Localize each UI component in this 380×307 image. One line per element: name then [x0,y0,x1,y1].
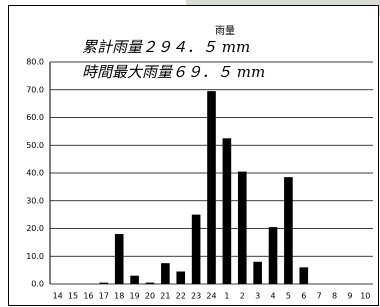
bar [115,234,124,284]
x-tick-label: 8 [332,292,337,301]
y-tick-label: 50.0 [26,141,44,150]
bar [176,272,185,284]
chart-title: 雨量 [215,25,235,37]
x-tick-label: 10 [360,292,370,301]
bar [146,283,155,284]
y-tick-label: 40.0 [26,169,44,178]
x-tick-label: 9 [347,292,352,301]
x-tick-label: 14 [53,292,63,301]
annotation: 時間最大雨量６９．５ mm [82,63,265,81]
bar [130,276,139,284]
y-tick-label: 80.0 [26,58,44,67]
x-tick-label: 23 [191,292,201,301]
bar [192,215,201,284]
bar [161,263,170,284]
page: {"chart_data": {"type": "bar", "title": … [0,0,380,307]
annotation: 累計雨量２９４．５ mm [82,38,250,56]
x-tick-label: 21 [160,292,170,301]
x-tick-label: 17 [99,292,109,301]
x-tick-label: 1 [224,292,229,301]
x-tick-label: 20 [145,292,155,301]
y-tick-label: 70.0 [26,85,44,94]
x-tick-label: 15 [68,292,78,301]
x-tick-label: 7 [317,292,322,301]
bar [269,227,278,284]
x-tick-label: 16 [83,292,93,301]
bar [284,177,293,284]
y-tick-label: 20.0 [26,224,44,233]
bar [238,172,247,284]
y-tick-label: 60.0 [26,113,44,122]
y-tick-label: 0.0 [31,280,44,289]
x-tick-label: 19 [130,292,140,301]
y-tick-label: 30.0 [26,196,44,205]
x-tick-label: 18 [114,292,124,301]
bar [223,138,232,284]
x-tick-label: 2 [240,292,245,301]
x-tick-label: 4 [270,292,275,301]
x-tick-label: 24 [206,292,216,301]
bar [100,283,109,284]
x-tick-label: 6 [301,292,306,301]
bar [299,267,308,284]
y-tick-label: 10.0 [26,252,44,261]
bar [253,262,262,284]
x-tick-label: 5 [286,292,291,301]
bar [207,91,216,284]
x-tick-label: 22 [176,292,186,301]
x-tick-label: 3 [255,292,260,301]
chart: 雨量 累計雨量２９４．５ mm 時間最大雨量６９．５ mm 0.0 10.0 20.… [0,0,380,307]
